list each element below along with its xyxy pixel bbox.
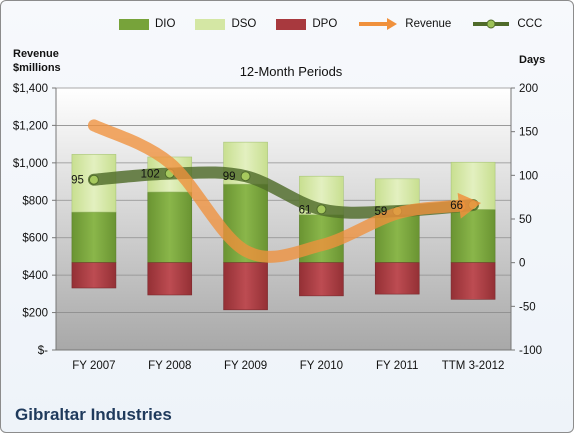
legend-label-dso: DSO (231, 18, 257, 30)
left-tick-label: $200 (22, 308, 48, 320)
ccc-data-label: 66 (450, 200, 463, 212)
ccc-data-label: 95 (71, 175, 84, 187)
bar-dpo (147, 262, 193, 296)
series-line-revenue (87, 119, 466, 263)
bar-dpo (450, 262, 496, 300)
legend-line-marker-icon (473, 19, 510, 29)
right-tick-label: 150 (519, 127, 538, 139)
revenue-arrowhead (457, 192, 482, 219)
bar-dpo (71, 262, 117, 289)
right-axis-title: Days (519, 54, 545, 66)
ccc-data-label: 61 (299, 204, 312, 216)
legend-item-dso: DSO (195, 18, 256, 30)
right-tick-label: -100 (519, 345, 542, 357)
legend-item-dpo: DPO (276, 18, 337, 30)
bar-dio (450, 209, 496, 263)
left-tick-label: $800 (22, 195, 48, 207)
left-axis-title-line1: Revenue (13, 48, 59, 60)
left-tick-label: $600 (22, 233, 48, 245)
plot-area (56, 88, 511, 350)
left-tick-label: $400 (22, 270, 48, 282)
legend-swatch-dio (119, 18, 149, 30)
ccc-point (240, 171, 251, 182)
right-tick-label: 0 (519, 258, 525, 270)
right-tick-label: -50 (519, 301, 536, 313)
x-tick-label: TTM 3-2012 (442, 360, 505, 372)
x-tick-label: FY 2007 (72, 360, 115, 372)
left-tick-label: $1,000 (13, 158, 48, 170)
legend-item-ccc: CCC (471, 17, 542, 31)
right-tick-label: 200 (519, 83, 538, 95)
right-tick-label: 100 (519, 170, 538, 182)
x-tick-label: FY 2011 (376, 360, 418, 372)
bar-dpo (223, 262, 268, 311)
legend-label-dpo: DPO (312, 18, 338, 30)
legend-swatch-dpo (276, 18, 307, 30)
left-axis-title-line2: $millions (13, 62, 61, 74)
legend: DIO DSO DPO Revenue CCC (119, 17, 542, 31)
ccc-data-label: 102 (141, 169, 160, 181)
bar-dio (71, 211, 117, 263)
company-name: Gibraltar Industries (15, 405, 172, 424)
legend-item-dio: DIO (119, 18, 175, 30)
legend-swatch-dso (195, 18, 226, 30)
bar-dio (147, 191, 193, 263)
legend-item-revenue: Revenue (357, 17, 451, 31)
right-tick-label: 50 (519, 214, 532, 226)
legend-arrow-icon (359, 18, 398, 30)
x-tick-label: FY 2008 (148, 360, 191, 372)
ccc-point (316, 204, 327, 215)
bar-dpo (374, 262, 420, 295)
legend-label-dio: DIO (155, 18, 176, 30)
left-tick-label: $- (38, 345, 48, 357)
legend-label-ccc: CCC (517, 18, 543, 30)
x-tick-label: FY 2009 (224, 360, 267, 372)
bar-dpo (299, 262, 344, 297)
ccc-data-label: 99 (223, 171, 236, 183)
ccc-data-label: 59 (374, 206, 387, 218)
left-tick-label: $1,400 (13, 83, 48, 95)
ccc-point (88, 174, 99, 185)
x-tick-label: FY 2010 (300, 360, 343, 372)
chart-title: 12-Month Periods (240, 64, 343, 79)
left-tick-label: $1,200 (13, 120, 48, 132)
legend-label-revenue: Revenue (405, 18, 452, 30)
